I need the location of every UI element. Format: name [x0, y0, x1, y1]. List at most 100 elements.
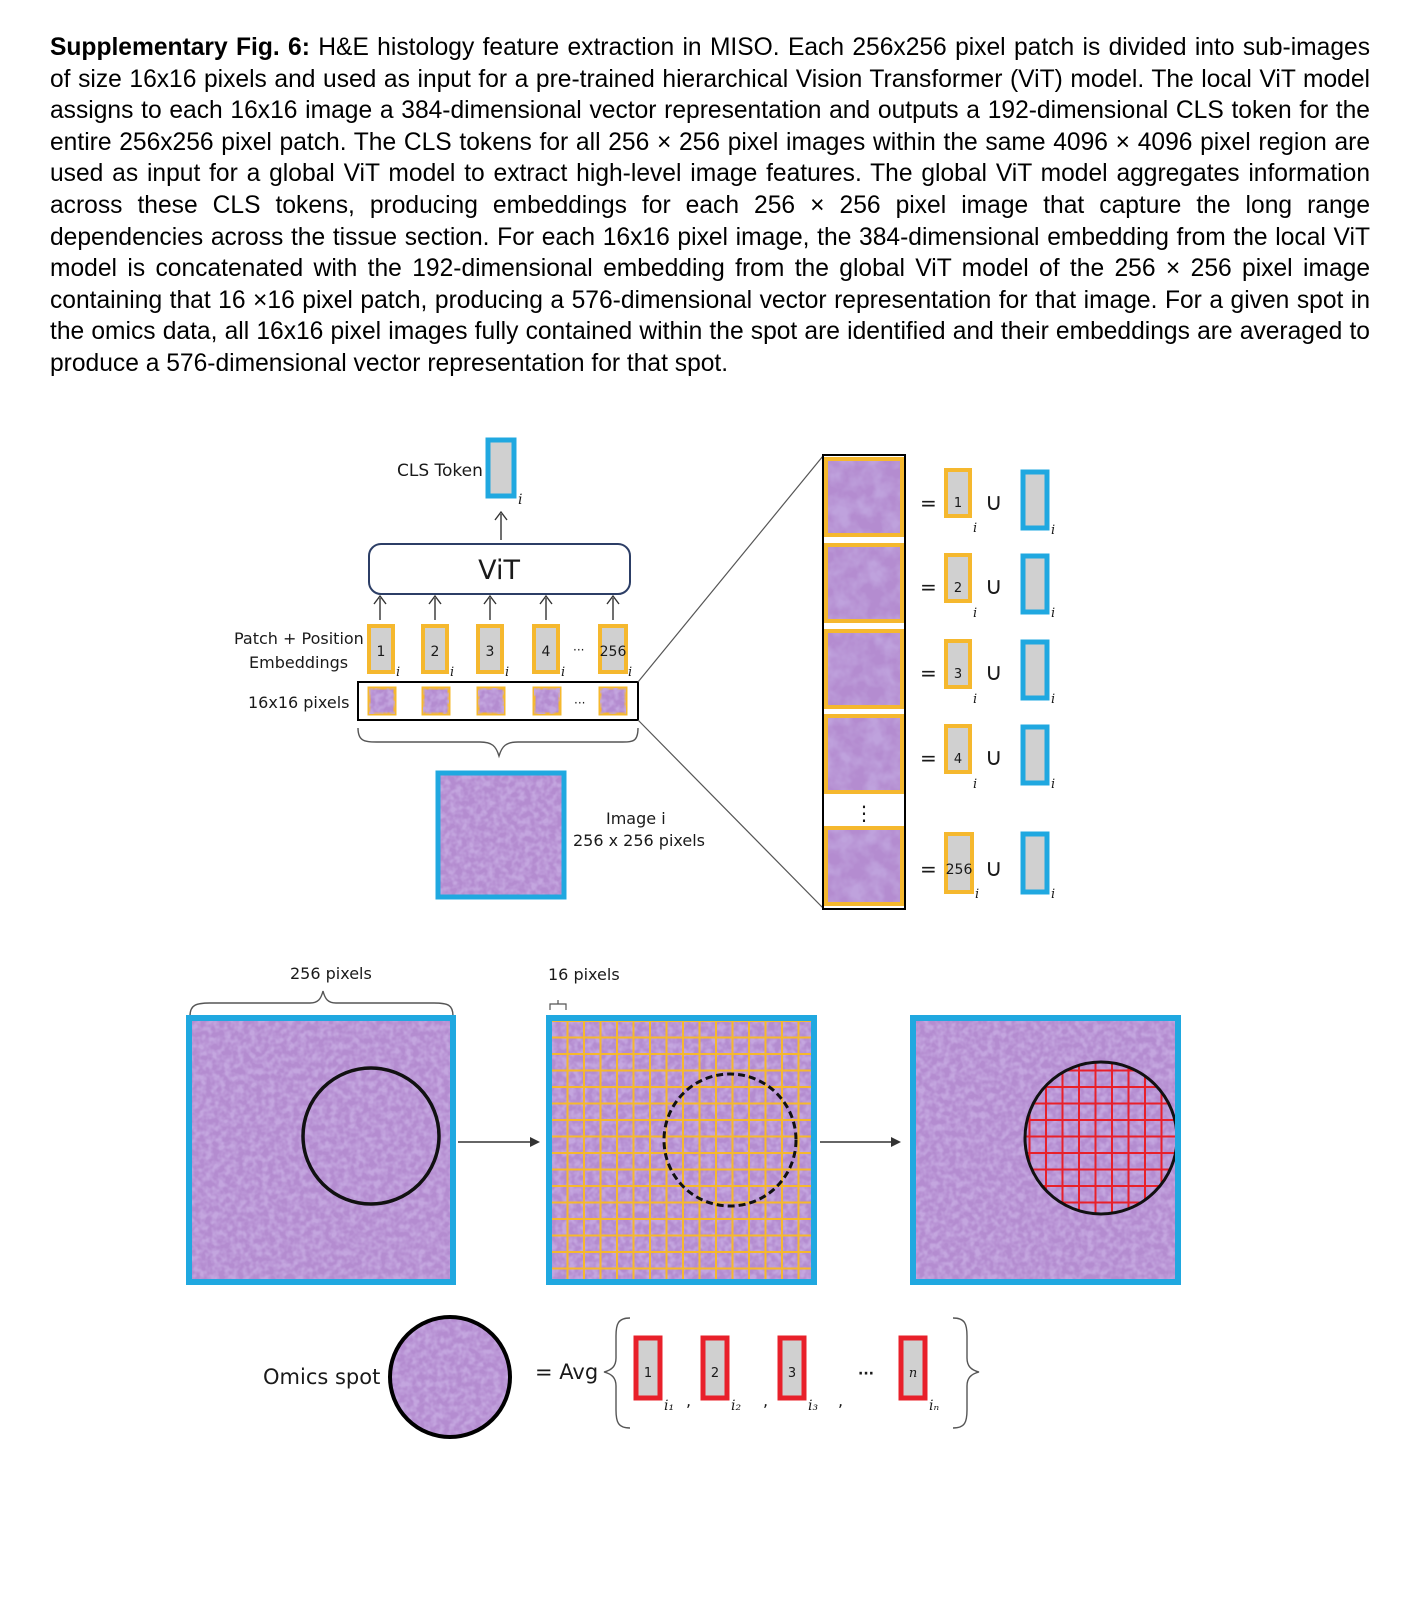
token-label: 1 [644, 1366, 652, 1381]
embedding-token-256: 256 i [598, 624, 632, 680]
pixels16-row-label: 16x16 pixels [248, 693, 349, 712]
cls-token-label: CLS Token [397, 461, 483, 481]
zoom-vdots: ⋮ [854, 801, 874, 825]
token-subscript: i₃ [808, 1398, 818, 1414]
token-label: 256 [600, 644, 627, 660]
avg-token-3: 3 i₃ [777, 1335, 818, 1414]
token-label: 4 [542, 644, 551, 660]
token-subscript: i [561, 665, 565, 680]
token-subscript: i [1051, 887, 1055, 902]
omics-spot-border [388, 1315, 512, 1439]
image-i-label: Image i [606, 809, 666, 828]
token-subscript: i₁ [664, 1398, 674, 1414]
union-sign: ∪ [985, 572, 1003, 600]
concat-row-4: = 4 i ∪ i [920, 724, 1055, 792]
arrowhead-icon [530, 1137, 540, 1147]
patch-row-ellipsis: ··· [574, 696, 585, 710]
pixels16-brace [549, 1000, 567, 1010]
patch-embed-label-2: Embeddings [249, 653, 348, 672]
brace-right [952, 1317, 980, 1429]
embedding-token-4: 4 i [532, 624, 565, 680]
subpatch-grid [551, 1021, 812, 1280]
patch-panel-1-border [186, 1015, 456, 1285]
token-label: 3 [788, 1366, 796, 1381]
token-label: 3 [954, 667, 962, 682]
token-label: 4 [954, 752, 962, 767]
token-subscript: iₙ [929, 1398, 939, 1414]
token-label: 3 [486, 644, 495, 660]
avg-ellipsis: ··· [858, 1366, 874, 1382]
avg-token-1: 1 i₁ [633, 1335, 674, 1414]
caption-label: Supplementary Fig. 6: [50, 34, 310, 61]
equals-sign: = [920, 746, 937, 770]
cls-token-subscript: i [518, 492, 522, 508]
token-subscript: i [973, 692, 977, 707]
token-label: 1 [377, 644, 386, 660]
zoom-patches [824, 457, 904, 906]
token-label: 2 [711, 1366, 719, 1381]
union-sign: ∪ [985, 743, 1003, 771]
arrowhead-icon [891, 1137, 901, 1147]
token-label: 256 [946, 862, 973, 878]
comma: , [686, 1391, 691, 1410]
token-subscript: i [1051, 692, 1055, 707]
concat-row-256: = 256 i ∪ i [920, 831, 1055, 902]
avg-token-2: 2 i₂ [700, 1335, 741, 1414]
token-subscript: i [973, 606, 977, 621]
image-i-texture [438, 773, 564, 897]
figure-caption: Supplementary Fig. 6: H&E histology feat… [50, 32, 1370, 380]
input-arrows [373, 594, 620, 620]
omics-spot-circle-2 [662, 1072, 798, 1208]
patch-panel-3-border [910, 1015, 1181, 1285]
token-label: 2 [954, 581, 962, 596]
union-sign: ∪ [985, 854, 1003, 882]
patch-panel-2-border [546, 1015, 817, 1285]
token-subscript: i [975, 887, 979, 902]
embedding-token-1: 1 i [367, 624, 400, 680]
zoom-line-top [637, 455, 824, 683]
token-label: 2 [431, 644, 440, 660]
token-subscript: i [396, 665, 400, 680]
token-label: n [909, 1366, 917, 1381]
avg-label: = Avg [535, 1360, 598, 1384]
token-subscript: i [973, 777, 977, 792]
concat-row-2: = 2 i ∪ i [920, 553, 1055, 621]
patch-embed-label-1: Patch + Position [234, 629, 364, 648]
comma: , [763, 1391, 768, 1410]
token-subscript: i [1051, 606, 1055, 621]
union-sign: ∪ [985, 488, 1003, 516]
embed-ellipsis: ··· [573, 643, 584, 657]
arrowhead-icon [494, 510, 508, 521]
caption-text: H&E histology feature extraction in MISO… [50, 34, 1370, 377]
token-subscript: i [1051, 523, 1055, 538]
comma: , [838, 1391, 843, 1410]
embedding-token-2: 2 i [421, 624, 454, 680]
brace [357, 727, 639, 759]
token-subscript: i [450, 665, 454, 680]
patch-panel-1-texture [189, 1018, 453, 1282]
token-subscript: i [1051, 777, 1055, 792]
patch-row-tiles [367, 686, 628, 716]
image-i-border [435, 770, 567, 900]
concat-row-3: = 3 i ∪ i [920, 639, 1055, 707]
embedding-token-3: 3 i [476, 624, 509, 680]
omics-spot-texture [390, 1317, 510, 1437]
token-subscript: i [973, 521, 977, 536]
token-subscript: i [505, 665, 509, 680]
equals-sign: = [920, 661, 937, 685]
omics-spot-circle-1 [301, 1066, 441, 1206]
omics-spot-label: Omics spot [263, 1365, 380, 1389]
avg-token-n: n iₙ [898, 1335, 939, 1414]
equals-sign: = [920, 491, 937, 515]
token-subscript: i [628, 665, 632, 680]
concat-row-1: = 1 i ∪ i [920, 468, 1055, 538]
vit-label: ViT [478, 555, 520, 586]
token-label: 1 [954, 496, 962, 511]
pixels256-brace [189, 990, 454, 1017]
image-size-label: 256 x 256 pixels [573, 831, 705, 850]
token-subscript: i₂ [731, 1398, 741, 1414]
vit-box [368, 543, 631, 595]
cls-token-box [485, 437, 517, 499]
pixels16-label: 16 pixels [548, 965, 620, 984]
